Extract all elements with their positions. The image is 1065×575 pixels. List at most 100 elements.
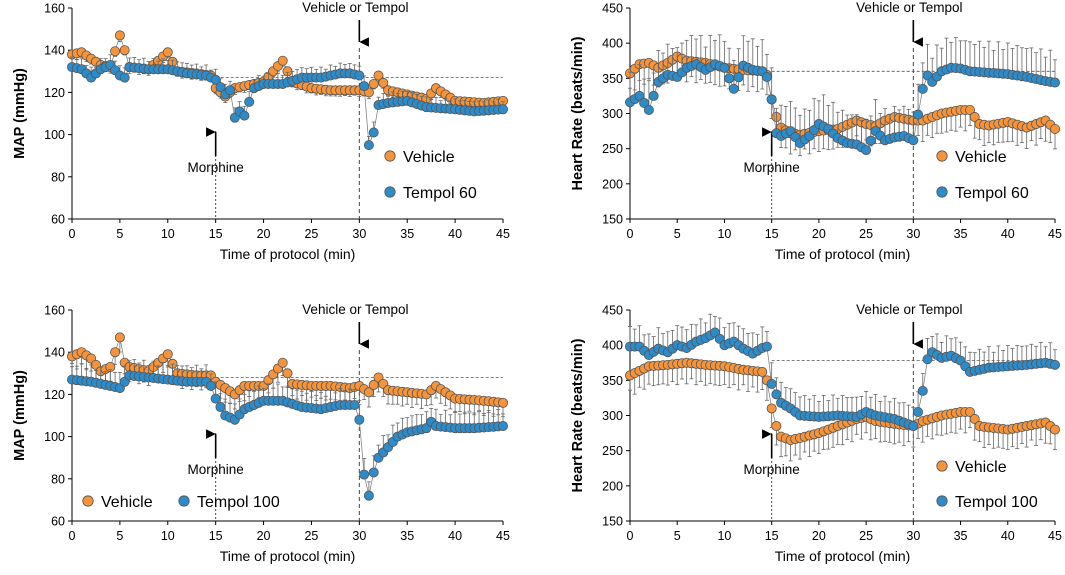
- data-point: [239, 110, 250, 121]
- x-tick-label: 45: [496, 529, 510, 543]
- x-tick-label: 40: [448, 227, 462, 241]
- x-tick-label: 20: [257, 529, 271, 543]
- data-point: [368, 379, 379, 390]
- data-point: [359, 469, 370, 480]
- data-point: [110, 347, 121, 358]
- data-point: [908, 421, 919, 432]
- legend-label: Tempol 60: [403, 185, 477, 202]
- annotation-morphine: Morphine: [744, 160, 800, 175]
- data-point: [648, 90, 659, 101]
- data-point: [244, 96, 255, 107]
- data-point: [1050, 123, 1061, 134]
- data-point: [913, 109, 924, 120]
- y-tick-label: 60: [51, 213, 65, 227]
- x-tick-label: 40: [1001, 529, 1015, 543]
- y-tick-label: 250: [602, 142, 623, 156]
- data-point: [771, 421, 782, 432]
- data-point: [162, 349, 173, 360]
- data-point: [1050, 359, 1061, 370]
- chart-panel-c: 60 80 100 120 140 160 0 5 10 15 20 25 30 35 40 45 Time o…: [12, 302, 510, 564]
- x-tick-label: 0: [69, 529, 76, 543]
- data-point: [162, 47, 173, 58]
- x-tick-label: 45: [1048, 227, 1062, 241]
- x-tick-label: 0: [69, 227, 76, 241]
- data-point: [215, 402, 226, 413]
- annotation-morphine: Morphine: [188, 160, 244, 175]
- data-point: [969, 414, 980, 425]
- chart-panel-d: 150 200 250 300 350 400 450 0 5 10 15 20 25 30 35 40 45 T…: [570, 302, 1062, 564]
- data-point: [922, 354, 933, 365]
- data-point: [639, 97, 650, 108]
- legend-label: Vehicle: [955, 149, 1007, 166]
- x-tick-label: 40: [448, 529, 462, 543]
- data-point: [761, 71, 772, 82]
- data-point: [733, 72, 744, 83]
- y-tick-label: 80: [51, 170, 65, 184]
- data-point: [719, 62, 730, 73]
- data-point: [917, 83, 928, 94]
- legend-marker: [936, 495, 948, 507]
- x-tick-label: 15: [209, 227, 223, 241]
- y-tick-label: 300: [602, 107, 623, 121]
- data-point: [210, 74, 221, 85]
- y-tick-label: 250: [602, 444, 623, 458]
- y-tick-label: 120: [44, 86, 65, 100]
- x-tick-label: 25: [859, 227, 873, 241]
- series-tempol-60: [67, 54, 508, 151]
- data-point: [634, 90, 645, 101]
- y-tick-label: 350: [602, 374, 623, 388]
- x-axis-label: Time of protocol (min): [220, 548, 356, 564]
- x-tick-label: 15: [765, 227, 779, 241]
- x-tick-label: 35: [400, 227, 414, 241]
- series-tempol-100: [67, 359, 508, 501]
- data-point: [761, 341, 772, 352]
- x-tick-label: 25: [859, 529, 873, 543]
- x-tick-label: 45: [1048, 529, 1062, 543]
- data-point: [861, 145, 872, 156]
- data-point: [114, 332, 125, 343]
- y-tick-label: 300: [602, 409, 623, 423]
- data-point: [917, 385, 928, 396]
- x-tick-label: 40: [1001, 227, 1015, 241]
- annotation-morphine: Morphine: [188, 462, 244, 477]
- data-point: [354, 70, 365, 81]
- data-point: [359, 81, 370, 92]
- data-point: [110, 46, 121, 57]
- y-tick-label: 160: [44, 304, 65, 318]
- data-point: [277, 55, 288, 66]
- data-point: [969, 112, 980, 123]
- chart-panel-b: 150 200 250 300 350 400 450 0 5 10 15 20 25 30 35 40 45 T…: [570, 0, 1062, 262]
- legend-marker: [936, 186, 948, 198]
- y-tick-label: 120: [44, 388, 65, 402]
- y-tick-label: 100: [44, 128, 65, 142]
- x-tick-label: 35: [400, 529, 414, 543]
- x-axis-label: Time of protocol (min): [775, 548, 911, 564]
- y-axis-label: MAP (mmHg): [12, 68, 28, 159]
- data-point: [368, 127, 379, 138]
- data-point: [908, 135, 919, 146]
- x-tick-label: 45: [496, 227, 510, 241]
- x-tick-label: 5: [116, 227, 123, 241]
- data-point: [354, 414, 365, 425]
- x-tick-label: 35: [954, 529, 968, 543]
- legend: Vehicle Tempol 60: [384, 149, 477, 202]
- x-tick-label: 35: [954, 227, 968, 241]
- y-tick-label: 140: [44, 44, 65, 58]
- x-tick-label: 30: [352, 529, 366, 543]
- data-point: [373, 70, 384, 81]
- y-axis-label: MAP (mmHg): [12, 370, 28, 461]
- x-tick-label: 25: [304, 529, 318, 543]
- data-point: [119, 72, 130, 83]
- legend: Vehicle Tempol 100: [82, 494, 280, 511]
- data-point: [724, 73, 735, 84]
- data-point: [643, 104, 654, 115]
- data-point: [766, 403, 777, 414]
- x-tick-label: 10: [717, 529, 731, 543]
- series-tempol-60: [625, 34, 1061, 156]
- y-tick-label: 450: [602, 2, 623, 16]
- legend: Vehicle Tempol 60: [936, 149, 1029, 202]
- legend-label: Vehicle: [955, 459, 1007, 476]
- y-tick-label: 350: [602, 72, 623, 86]
- legend-marker: [384, 186, 396, 198]
